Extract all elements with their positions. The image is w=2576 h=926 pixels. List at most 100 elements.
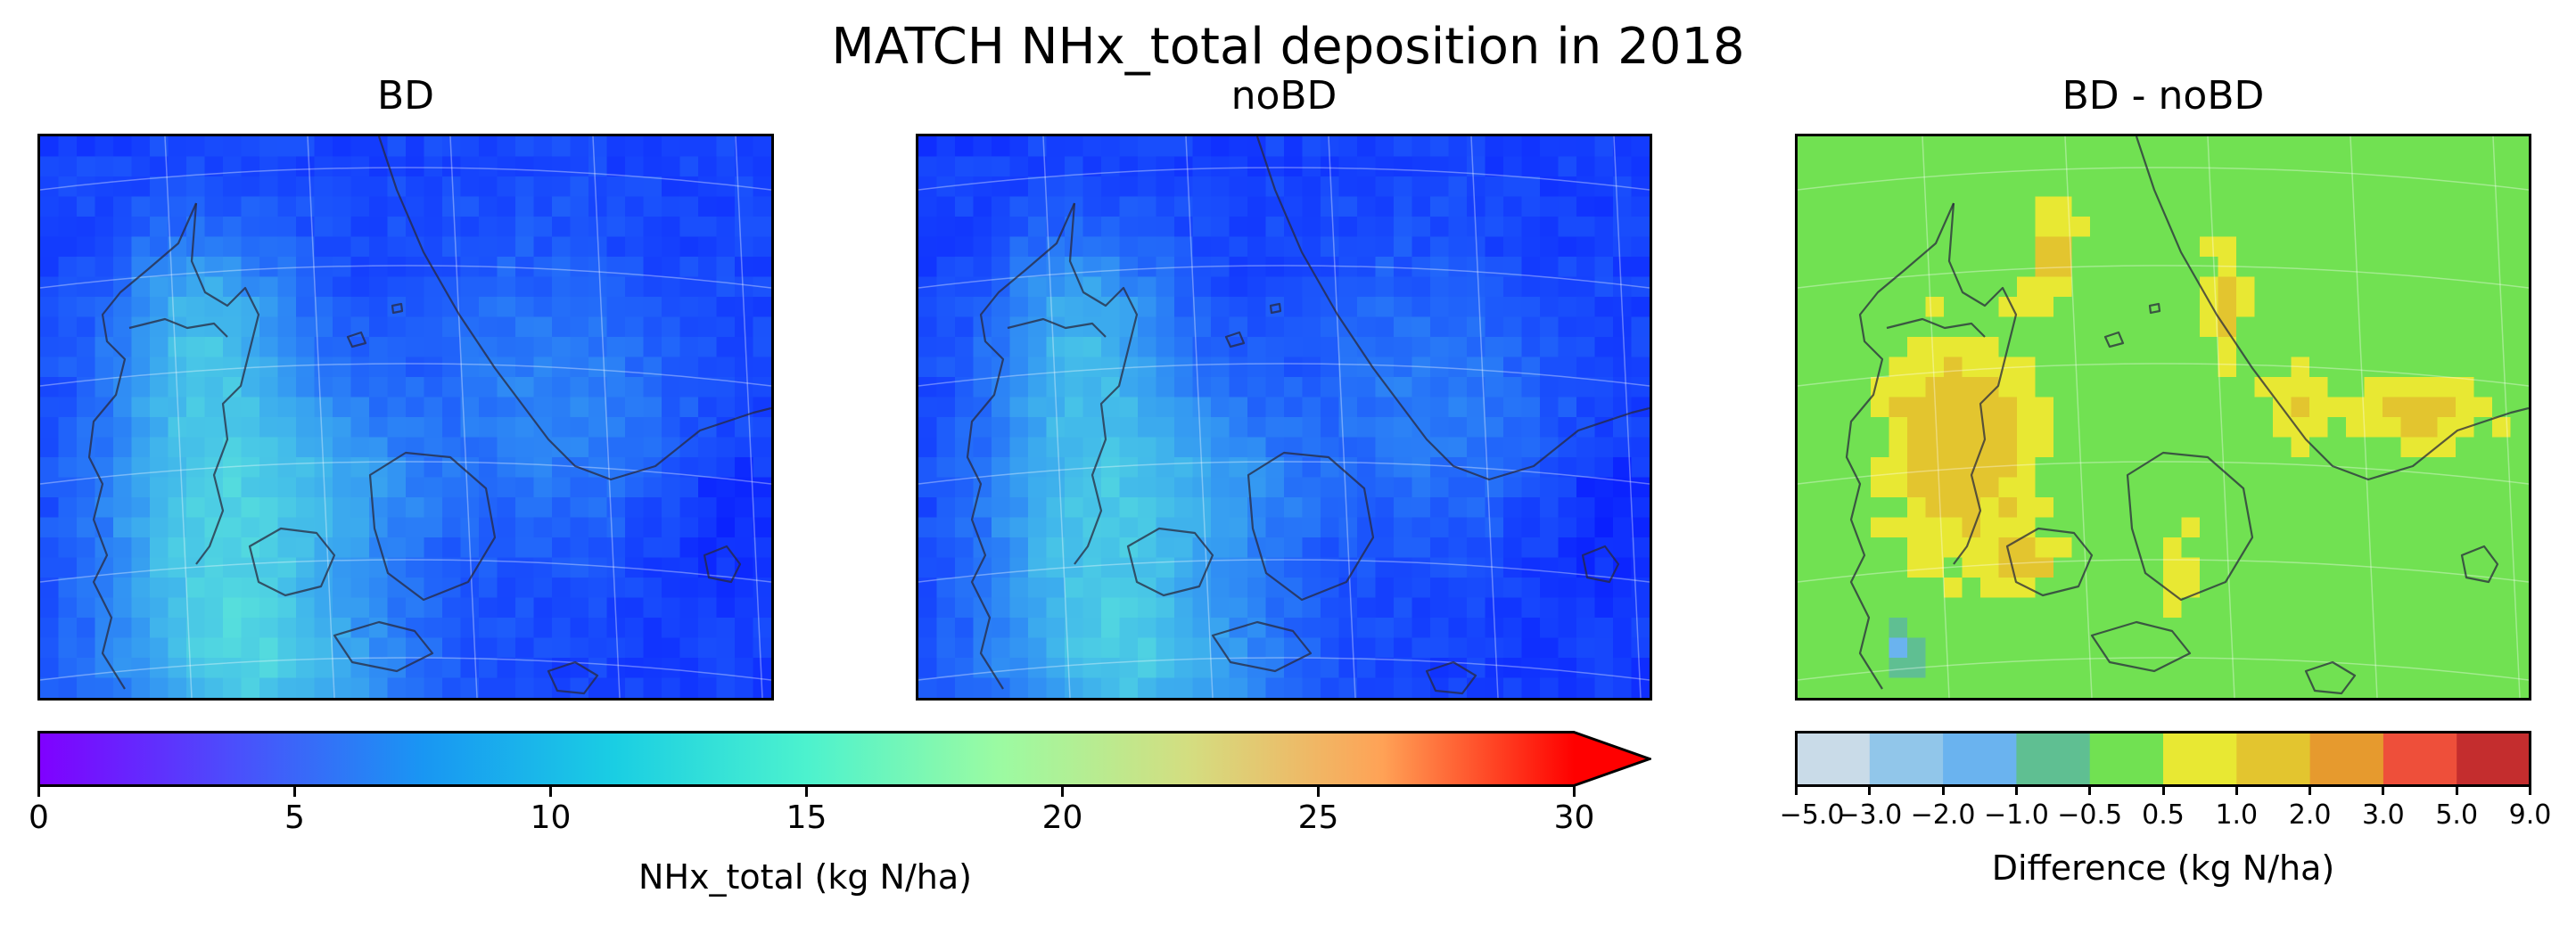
- map-cell: [1815, 637, 1835, 659]
- map-cell: [1613, 437, 1633, 458]
- map-cell: [1980, 196, 2000, 217]
- map-cell: [588, 557, 608, 578]
- map-cell: [1211, 136, 1230, 158]
- map-cell: [406, 156, 425, 177]
- map-cell: [40, 417, 60, 438]
- map-cell: [2181, 136, 2201, 158]
- map-cell: [387, 618, 407, 639]
- map-cell: [570, 196, 589, 217]
- map-cell: [1229, 316, 1248, 338]
- map-cell: [1082, 417, 1102, 438]
- map-cell: [533, 217, 553, 238]
- map-cell: [1411, 677, 1431, 698]
- map-cell: [753, 257, 771, 278]
- map-cell: [1138, 677, 1157, 698]
- map-cell: [168, 176, 187, 198]
- map-bd: [40, 136, 771, 698]
- map-cell: [753, 677, 771, 698]
- map-cell: [241, 156, 260, 177]
- map-cell: [2181, 417, 2201, 438]
- map-cell: [1540, 257, 1560, 278]
- map-cell: [1156, 377, 1175, 398]
- map-cell: [1411, 437, 1431, 458]
- map-cell: [2273, 637, 2292, 659]
- map-cell: [1834, 297, 1854, 318]
- graticule-line: [1185, 136, 1214, 698]
- map-cell: [1852, 677, 1872, 698]
- map-cell: [1101, 297, 1121, 318]
- map-cell: [2090, 316, 2110, 338]
- map-cell: [1046, 497, 1066, 519]
- map-cell: [1576, 316, 1596, 338]
- map-cell: [77, 196, 96, 217]
- map-cell: [497, 597, 516, 619]
- map-cell: [1211, 457, 1230, 479]
- colorbar-diff-bin: [2236, 732, 2311, 786]
- map-cell: [1889, 337, 1908, 358]
- map-cell: [1980, 497, 2000, 519]
- map-cell: [442, 477, 462, 498]
- map-cell: [77, 397, 96, 418]
- map-cell: [369, 537, 389, 559]
- map-cell: [1375, 276, 1395, 298]
- map-cell: [1211, 156, 1230, 177]
- map-cell: [2254, 537, 2274, 559]
- map-cell: [1284, 597, 1304, 619]
- map-cell: [497, 437, 516, 458]
- map-cell: [40, 658, 60, 679]
- map-cell: [533, 578, 553, 599]
- map-cell: [2127, 257, 2146, 278]
- map-cell: [1962, 297, 1981, 318]
- map-cell: [1631, 637, 1650, 659]
- map-cell: [460, 176, 480, 198]
- map-cell: [387, 637, 407, 659]
- map-cell: [2346, 217, 2366, 238]
- map-cell: [1594, 236, 1614, 258]
- map-cell: [588, 417, 608, 438]
- map-cell: [113, 637, 133, 659]
- map-cell: [2492, 618, 2512, 639]
- map-cell: [2236, 417, 2256, 438]
- map-cell: [1815, 557, 1835, 578]
- map-cell: [1357, 297, 1377, 318]
- colorbar-diff-tick-mark: [2529, 786, 2531, 795]
- map-cell: [1998, 156, 2018, 177]
- map-cell: [387, 397, 407, 418]
- map-cell: [735, 477, 754, 498]
- map-cell: [1375, 397, 1395, 418]
- map-cell: [2383, 337, 2402, 358]
- colorbar-main-tick-mark: [1061, 786, 1064, 797]
- colorbar-main-outline: [37, 731, 1654, 787]
- map-cell: [2035, 236, 2054, 258]
- map-cell: [1192, 417, 1212, 438]
- map-cell: [113, 537, 133, 559]
- map-cell: [2437, 356, 2457, 378]
- map-cell: [1375, 356, 1395, 378]
- map-cell: [223, 156, 243, 177]
- map-cell: [442, 618, 462, 639]
- map-cell: [552, 337, 572, 358]
- coastline: [1224, 331, 1246, 348]
- map-cell: [588, 297, 608, 318]
- map-cell: [442, 677, 462, 698]
- map-cell: [113, 316, 133, 338]
- map-cell: [1156, 457, 1175, 479]
- map-cell: [606, 337, 626, 358]
- map-cell: [2236, 637, 2256, 659]
- map-cell: [1907, 276, 1927, 298]
- map-cell: [2181, 677, 2201, 698]
- map-cell: [992, 677, 1011, 698]
- map-cell: [2291, 217, 2310, 238]
- map-cell: [1247, 176, 1267, 198]
- map-cell: [1594, 437, 1614, 458]
- map-cell: [2327, 437, 2347, 458]
- map-cell: [77, 537, 96, 559]
- map-cell: [1503, 517, 1523, 538]
- map-cell: [1852, 257, 1872, 278]
- map-cell: [2144, 417, 2164, 438]
- map-cell: [2419, 377, 2439, 398]
- map-cell: [643, 176, 663, 198]
- map-cell: [1119, 297, 1139, 318]
- map-cell: [1852, 377, 1872, 398]
- map-cell: [1338, 276, 1358, 298]
